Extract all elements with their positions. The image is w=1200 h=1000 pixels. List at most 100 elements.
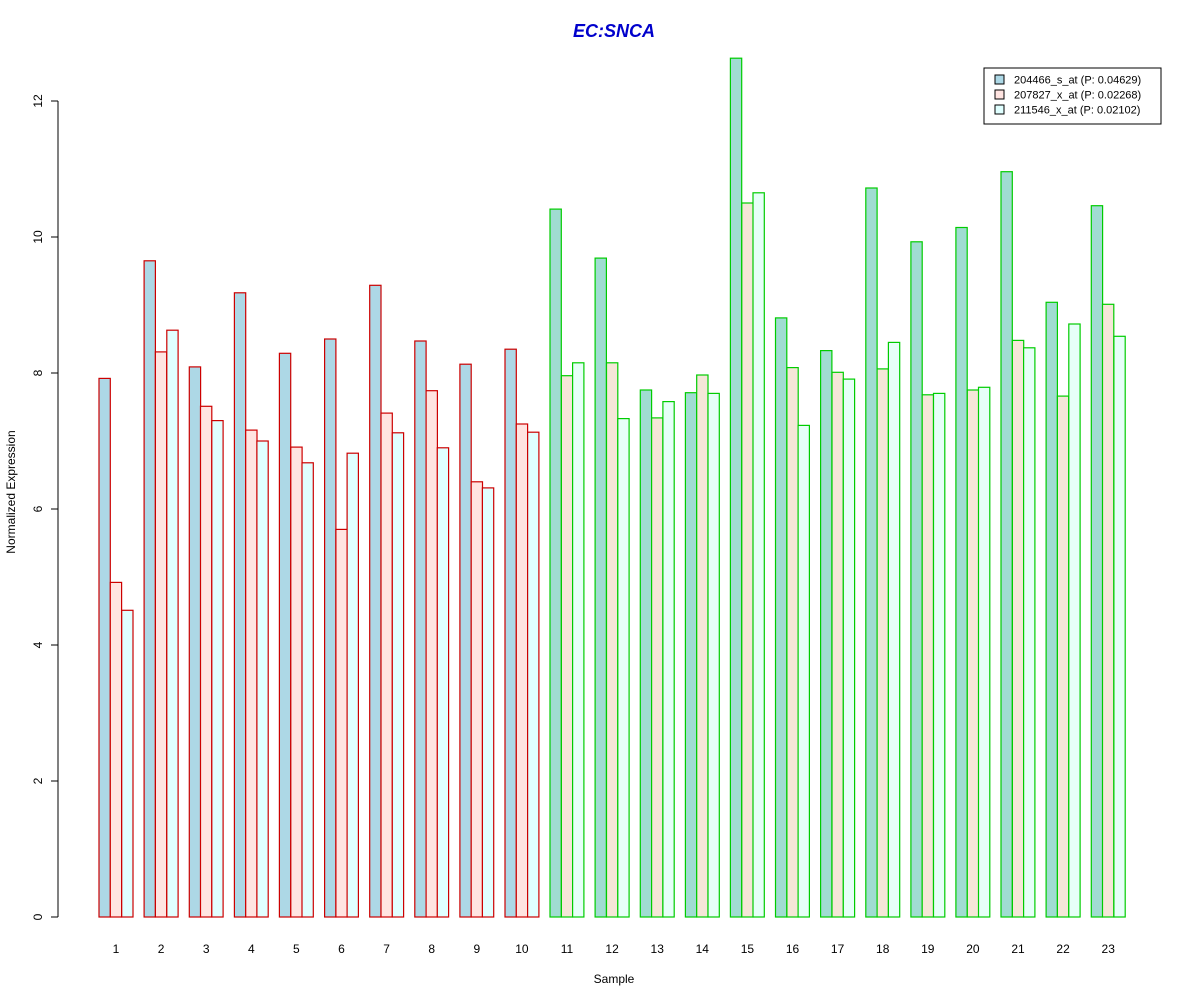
bar-s3-sample-9 (481, 487, 495, 918)
bar-s3-sample-7 (391, 432, 405, 918)
bar-s1-sample-18 (865, 187, 878, 918)
bar-s2-sample-22 (1056, 395, 1070, 918)
x-tick-label: 9 (473, 942, 480, 956)
x-axis-tick-labels: 1 2 3 4 5 6 7 8 9 10 11 12 13 14 15 16 17 18 19 20 21 22 23 (113, 942, 1116, 956)
bar-s2-sample-11 (560, 375, 574, 918)
bar-s3-sample-13 (662, 401, 675, 918)
bar-s2-sample-12 (605, 362, 619, 918)
bar-s2-sample-7 (380, 412, 393, 918)
y-tick-label: 4 (31, 641, 45, 648)
bar-s2-sample-1 (109, 581, 123, 918)
x-tick-label: 20 (966, 942, 980, 956)
legend-swatch-3 (994, 104, 1005, 115)
bar-s3-sample-14 (707, 392, 720, 918)
x-tick-label: 14 (696, 942, 710, 956)
x-tick-label: 23 (1102, 942, 1116, 956)
bar-s2-sample-8 (425, 390, 439, 918)
bar-s1-sample-20 (955, 226, 968, 918)
bar-s2-sample-23 (1101, 303, 1115, 918)
x-tick-label: 15 (741, 942, 755, 956)
x-tick-label: 16 (786, 942, 800, 956)
bar-s1-sample-2 (143, 260, 157, 918)
bar-s2-sample-19 (921, 394, 935, 918)
bar-s1-sample-9 (459, 363, 472, 918)
x-axis-label: Sample (594, 972, 635, 986)
x-tick-label: 17 (831, 942, 845, 956)
bar-s2-sample-2 (154, 351, 168, 918)
bars-layer (98, 57, 1126, 918)
bar-s3-sample-16 (797, 424, 810, 918)
bar-s2-sample-20 (966, 389, 980, 918)
legend-label-3: 211546_x_at (P: 0.02102) (1014, 105, 1140, 117)
bar-s3-sample-1 (121, 609, 134, 918)
x-tick-label: 8 (428, 942, 435, 956)
bar-s2-sample-13 (650, 417, 664, 918)
y-tick-label: 0 (31, 913, 45, 920)
bar-s3-sample-19 (932, 392, 946, 918)
legend: 204466_s_at (P: 0.04629) 207827_x_at (P: … (983, 67, 1162, 125)
bar-s2-sample-5 (290, 446, 303, 918)
bar-s3-sample-11 (571, 362, 585, 918)
legend-swatch-1 (994, 74, 1005, 85)
x-tick-label: 2 (158, 942, 165, 956)
x-tick-label: 19 (921, 942, 935, 956)
bar-s3-sample-17 (842, 378, 856, 918)
x-tick-label: 4 (248, 942, 255, 956)
bar-s2-sample-16 (786, 367, 799, 918)
bar-s2-sample-3 (199, 405, 213, 918)
bar-s1-sample-3 (188, 366, 202, 918)
bar-s1-sample-10 (504, 348, 517, 918)
bar-s2-sample-21 (1011, 339, 1025, 918)
bar-s1-sample-22 (1045, 301, 1058, 918)
bar-s1-sample-13 (639, 389, 653, 918)
x-tick-label: 13 (651, 942, 665, 956)
bar-s1-sample-5 (278, 352, 292, 918)
bar-s1-sample-14 (684, 392, 698, 918)
bar-s3-sample-10 (526, 431, 540, 918)
legend-box (983, 67, 1162, 125)
bar-s1-sample-8 (414, 340, 427, 918)
bar-s1-sample-21 (1000, 171, 1013, 918)
legend-label-1: 204466_s_at (P: 0.04629) (1014, 75, 1141, 87)
x-tick-label: 12 (605, 942, 619, 956)
bar-s2-sample-6 (335, 528, 348, 918)
bar-s3-sample-18 (887, 341, 901, 918)
x-tick-label: 6 (338, 942, 345, 956)
bar-s2-sample-9 (470, 481, 484, 918)
bar-s1-sample-7 (369, 284, 382, 918)
bar-s3-sample-23 (1113, 335, 1126, 918)
bar-s2-sample-18 (876, 368, 889, 918)
bar-s3-sample-12 (617, 418, 630, 918)
bar-s1-sample-4 (233, 292, 247, 918)
bar-s1-sample-11 (549, 208, 562, 918)
bar-s2-sample-4 (245, 429, 258, 918)
bar-s1-sample-23 (1090, 205, 1104, 918)
x-tick-label: 22 (1056, 942, 1070, 956)
bar-s3-sample-3 (211, 420, 224, 918)
bar-s2-sample-14 (696, 374, 709, 918)
x-tick-label: 7 (383, 942, 390, 956)
bar-s1-sample-1 (98, 377, 111, 918)
bar-s1-sample-19 (910, 241, 923, 918)
y-tick-label: 10 (31, 230, 45, 244)
bar-s2-sample-10 (515, 423, 529, 918)
bar-s3-sample-4 (256, 440, 269, 918)
bar-s3-sample-22 (1068, 323, 1081, 918)
bar-s3-sample-6 (346, 452, 360, 918)
bar-s1-sample-12 (594, 257, 607, 918)
bar-s3-sample-5 (301, 462, 314, 918)
x-tick-label: 18 (876, 942, 890, 956)
y-tick-label: 6 (31, 505, 45, 512)
bar-s1-sample-15 (729, 57, 743, 918)
y-axis: 0 2 4 6 8 10 12 (31, 94, 59, 920)
bar-s1-sample-16 (774, 317, 788, 918)
bar-s3-sample-15 (752, 192, 765, 918)
x-tick-label: 1 (113, 942, 120, 956)
y-tick-label: 8 (31, 369, 45, 376)
bar-s2-sample-15 (741, 202, 754, 918)
bar-s3-sample-8 (436, 447, 450, 918)
y-tick-label: 12 (31, 94, 45, 108)
y-tick-label: 2 (31, 777, 45, 784)
legend-label-2: 207827_x_at (P: 0.02268) (1014, 90, 1141, 102)
